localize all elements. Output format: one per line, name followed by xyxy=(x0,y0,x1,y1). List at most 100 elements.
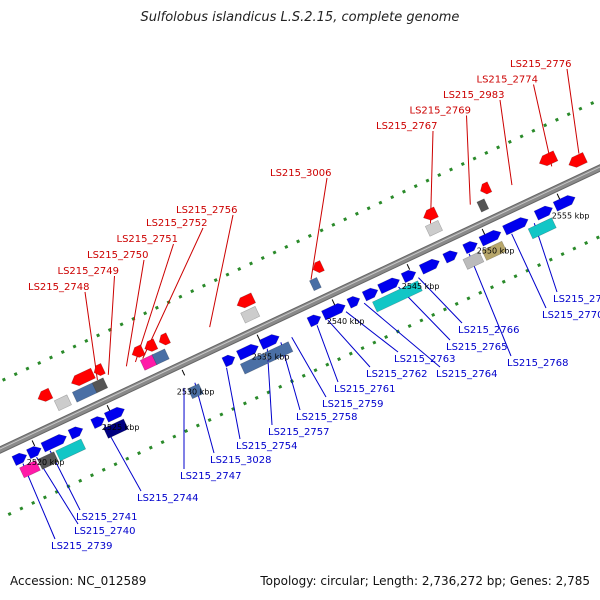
forward-gene xyxy=(346,296,361,309)
scale-tick-label: 2530 kbp xyxy=(177,388,215,397)
reverse-track-dash xyxy=(554,117,559,122)
forward-gene-label: LS215_2757 xyxy=(268,427,329,438)
forward-gene-label: LS215_2754 xyxy=(236,441,297,452)
forward-track-dash xyxy=(466,296,471,301)
reverse-track-dash xyxy=(413,184,418,189)
reverse-track-dash xyxy=(472,156,477,161)
reverse-track-dash xyxy=(178,294,183,299)
forward-gene-label: LS215_2770 xyxy=(542,310,600,321)
reverse-gene-label: LS215_2750 xyxy=(87,250,148,261)
forward-gene xyxy=(533,205,553,221)
forward-track-dash xyxy=(313,368,318,373)
forward-track-dash xyxy=(125,456,130,461)
genome-summary: Topology: circular; Length: 2,736,272 bp… xyxy=(260,574,590,588)
forward-track-dash xyxy=(595,235,600,240)
scale-tick-label: 2550 kbp xyxy=(477,247,515,256)
forward-gene-row2 xyxy=(462,251,485,270)
forward-track-dash xyxy=(442,307,447,312)
forward-gene-row2 xyxy=(187,383,204,400)
forward-track-dash xyxy=(360,346,365,351)
reverse-gene-row2 xyxy=(144,338,159,352)
reverse-gene xyxy=(240,305,261,324)
forward-gene-label: LS215_2764 xyxy=(436,369,497,380)
reverse-gene xyxy=(151,348,170,366)
reverse-track-dash xyxy=(425,178,430,183)
forward-track-dash xyxy=(572,246,577,251)
forward-track-dash xyxy=(490,285,495,290)
forward-gene-row2 xyxy=(527,217,557,240)
forward-gene xyxy=(90,416,105,429)
forward-gene-label: LS215_2768 xyxy=(507,358,568,369)
forward-gene xyxy=(306,314,322,328)
reverse-track-dash xyxy=(49,355,54,360)
forward-callout-line xyxy=(266,348,273,426)
reverse-track-dash xyxy=(201,283,206,288)
reverse-track-dash xyxy=(437,173,442,178)
forward-gene-row2 xyxy=(19,459,41,479)
forward-gene xyxy=(462,241,478,255)
reverse-track-dash xyxy=(484,150,489,155)
forward-gene-label: LS215_3028 xyxy=(210,455,271,466)
forward-track-dash xyxy=(348,351,353,356)
reverse-gene-row2 xyxy=(480,181,493,195)
scale-tick xyxy=(31,440,36,447)
reverse-track-dash xyxy=(366,206,371,211)
forward-track-dash xyxy=(325,362,330,367)
reverse-track-dash xyxy=(578,106,583,111)
forward-gene xyxy=(221,354,236,368)
reverse-gene-label: LS215_2776 xyxy=(510,59,571,70)
forward-track-dash xyxy=(337,357,342,362)
forward-gene xyxy=(11,452,28,467)
forward-gene-row2 xyxy=(103,418,129,439)
reverse-gene xyxy=(71,382,98,403)
reverse-gene-label: LS215_2751 xyxy=(117,234,178,245)
forward-track-dash xyxy=(478,290,483,295)
forward-gene-label: LS215_2739 xyxy=(51,541,112,552)
reverse-callout-line xyxy=(533,84,553,167)
forward-gene-label: LS215_2761 xyxy=(334,384,395,395)
forward-track-dash xyxy=(101,467,106,472)
forward-track-dash xyxy=(137,451,142,456)
reverse-callout-line xyxy=(566,68,580,154)
reverse-track-dash xyxy=(143,311,148,316)
forward-callout-line xyxy=(226,367,241,440)
reverse-track-dash xyxy=(225,272,230,277)
forward-track-dash xyxy=(113,462,118,467)
reverse-track-dash xyxy=(507,139,512,144)
forward-callout-line xyxy=(291,336,327,398)
forward-track-dash xyxy=(42,495,47,500)
reverse-track-dash xyxy=(460,161,465,166)
forward-gene-label: LS215_2741 xyxy=(76,512,137,523)
forward-callout-line xyxy=(511,233,547,309)
forward-track-dash xyxy=(584,241,589,246)
forward-track-dash xyxy=(31,500,36,505)
forward-gene xyxy=(258,334,280,350)
forward-gene xyxy=(552,195,576,212)
forward-track-dash xyxy=(560,252,565,257)
backbone-highlight xyxy=(0,166,600,450)
forward-gene-label: LS215_2765 xyxy=(446,342,507,353)
reverse-gene-row2 xyxy=(131,344,146,358)
reverse-track-dash xyxy=(213,278,218,283)
forward-track-dash xyxy=(372,340,377,345)
scale-tick xyxy=(106,404,111,411)
reverse-gene xyxy=(139,354,158,371)
reverse-gene-label: LS215_2752 xyxy=(146,218,207,229)
forward-track-dash xyxy=(89,473,94,478)
reverse-track-dash xyxy=(543,123,548,128)
forward-track-dash xyxy=(19,506,24,511)
reverse-track-dash xyxy=(519,134,524,139)
reverse-track-dash xyxy=(260,255,265,260)
forward-gene-row2 xyxy=(37,451,59,470)
forward-gene-label: LS215_2759 xyxy=(322,399,383,410)
map-title: Sulfolobus islandicus L.S.2.15, complete… xyxy=(140,10,460,25)
scale-tick xyxy=(406,263,411,270)
reverse-gene-label: LS215_2983 xyxy=(443,90,504,101)
forward-gene-label: LS215_2744 xyxy=(137,493,198,504)
forward-track-dash xyxy=(160,440,165,445)
forward-gene xyxy=(502,217,529,236)
reverse-gene-label: LS215_2769 xyxy=(410,106,471,117)
reverse-gene-label: LS215_2756 xyxy=(176,205,237,216)
forward-track-dash xyxy=(537,263,542,268)
